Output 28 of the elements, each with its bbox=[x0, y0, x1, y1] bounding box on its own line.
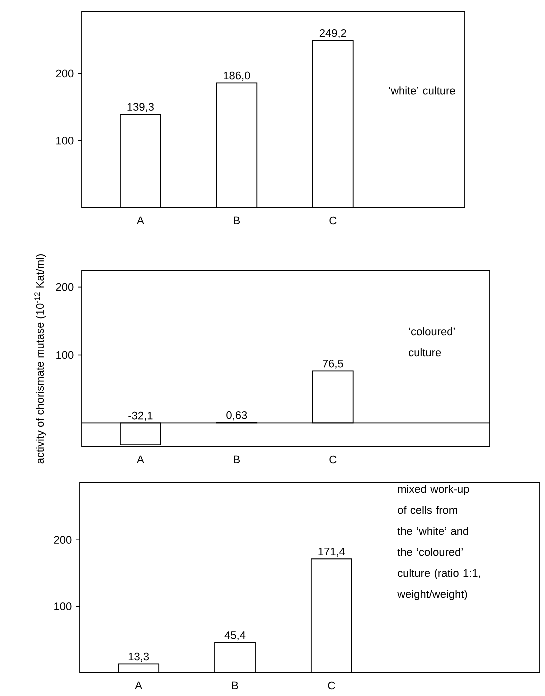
x-tick-label: C bbox=[328, 682, 336, 690]
x-tick-label: B bbox=[232, 682, 238, 690]
x-tick-label: C bbox=[330, 456, 337, 464]
data-label: 0,63 bbox=[226, 412, 248, 421]
data-label: 186,0 bbox=[224, 72, 250, 81]
y-axis-title: activity of chorismate mutase (10$^{-12}$ Kat/ml) bbox=[34, 254, 46, 464]
y-tick-label: 200 bbox=[56, 70, 74, 78]
data-label: 171,4 bbox=[318, 548, 346, 557]
x-tick-label: B bbox=[234, 456, 240, 464]
y-tick-label: 200 bbox=[56, 283, 74, 292]
x-tick-label: A bbox=[135, 682, 142, 690]
text: ‘coloured’ culture bbox=[409, 328, 455, 357]
y-tick-label: 100 bbox=[56, 136, 74, 145]
y-tick-label: 100 bbox=[54, 602, 72, 610]
x-tick-label: C bbox=[330, 216, 337, 225]
annotation: ‘white’ culture bbox=[389, 86, 456, 95]
data-label: 249,2 bbox=[320, 29, 346, 39]
y-tick-label: 200 bbox=[54, 536, 72, 544]
text: mixed work-up of cells from the ‘white’ and the ‘coloured’ culture (ratio 1:1, weight/weight) bbox=[398, 485, 480, 600]
x-tick-label: A bbox=[137, 216, 144, 224]
data-label: 13,3 bbox=[128, 652, 150, 662]
data-label: 76,5 bbox=[323, 360, 344, 370]
data-label: -32,1 bbox=[128, 412, 153, 422]
data-label: 139,3 bbox=[128, 103, 154, 112]
data-label: 45,4 bbox=[224, 632, 246, 641]
y-tick-label: 100 bbox=[56, 351, 74, 360]
x-tick-label: B bbox=[234, 216, 240, 224]
x-tick-label: A bbox=[137, 456, 144, 464]
